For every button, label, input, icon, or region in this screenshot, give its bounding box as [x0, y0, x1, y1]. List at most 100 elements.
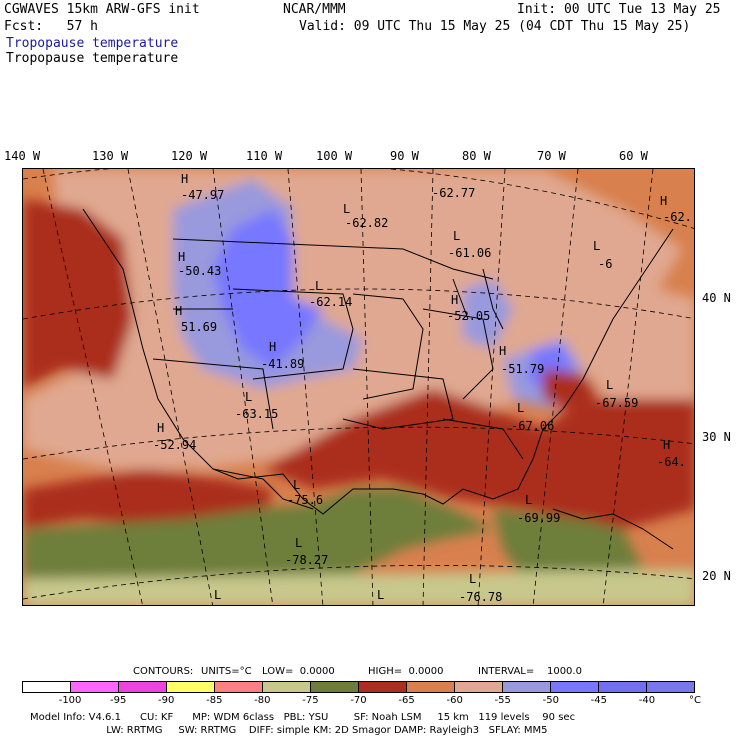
legend-tick-label: -70 — [350, 695, 367, 706]
contours-high: HIGH= 0.0000 — [368, 666, 444, 677]
center-type: L — [517, 401, 525, 415]
legend-swatch — [551, 682, 599, 692]
legend-tick-label: -75 — [302, 695, 319, 706]
legend-swatch — [503, 682, 551, 692]
legend-tick-label: -40 — [638, 695, 656, 706]
lat-label-40n: 40 N — [702, 291, 731, 305]
lon-label-70w: 70 W — [537, 149, 566, 163]
lon-label-100w: 100 W — [316, 149, 353, 163]
center-type: L — [245, 390, 253, 404]
color-scale-bar — [22, 681, 695, 693]
center-value: 51.69 — [181, 320, 218, 334]
center-value: -75.6 — [287, 493, 324, 507]
center-type: L — [295, 536, 303, 550]
center-value: -67.06 — [511, 419, 555, 433]
center-value: -6 — [598, 257, 613, 271]
center-value: -52.94 — [153, 438, 197, 452]
lon-label-140w: 140 W — [4, 149, 41, 163]
center-value: -62.14 — [309, 295, 353, 309]
center-value: -51.79 — [501, 362, 545, 376]
center-value: -62. — [663, 210, 692, 224]
lon-label-130w: 130 W — [92, 149, 129, 163]
contours-units: UNITS=°C — [201, 666, 252, 677]
legend-tick-label: -45 — [590, 695, 608, 706]
center-type: L — [293, 478, 301, 492]
contours-low: LOW= 0.0000 — [262, 666, 335, 677]
legend-swatch — [599, 682, 647, 692]
center-type: L — [593, 239, 601, 253]
legend-tick-label: -50 — [542, 695, 559, 706]
legend-tick-label: -55 — [494, 695, 511, 706]
center-value: -52.05 — [447, 309, 491, 323]
center-type: H — [499, 344, 507, 358]
center-value: -41.89 — [261, 357, 305, 371]
legend-swatch — [359, 682, 407, 692]
contours-label: CONTOURS: — [133, 666, 194, 677]
contour-field-title: Tropopause temperature — [6, 51, 179, 66]
center-type: H — [175, 304, 183, 318]
center-type: L — [315, 279, 323, 293]
legend-swatch — [119, 682, 167, 692]
legend-swatch — [71, 682, 119, 692]
model-info-line1: Model Info: V4.6.1 CU: KF MP: WDM 6class… — [30, 712, 576, 723]
center-type: H — [663, 438, 671, 452]
center-type: H — [660, 194, 668, 208]
valid-time: Valid: 09 UTC Thu 15 May 25 (04 CDT Thu … — [299, 19, 691, 34]
legend-tick-label: -85 — [206, 695, 223, 706]
center-type: L — [377, 588, 385, 602]
map-canvas — [23, 169, 694, 605]
center-type: L — [525, 493, 533, 507]
org-label: NCAR/MMM — [283, 2, 346, 17]
lon-label-80w: 80 W — [462, 149, 491, 163]
center-type: L — [214, 588, 222, 602]
center-value: -61.06 — [448, 246, 492, 260]
center-value: -67.59 — [595, 396, 639, 410]
legend-unit-label: °C — [689, 695, 701, 706]
center-type: L — [343, 202, 351, 216]
center-value: -62.82 — [345, 216, 389, 230]
graticule — [23, 169, 694, 605]
legend-swatch — [263, 682, 311, 692]
center-value: -62.77 — [432, 186, 476, 200]
legend-swatch — [167, 682, 215, 692]
contours-interval: INTERVAL= 1000.0 — [478, 666, 582, 677]
legend-swatch — [647, 682, 694, 692]
legend-swatch — [23, 682, 71, 692]
center-type: H — [451, 293, 459, 307]
lon-label-110w: 110 W — [246, 149, 283, 163]
legend-swatch — [215, 682, 263, 692]
legend-tick-label: -65 — [398, 695, 415, 706]
legend-tick-label: -100 — [58, 695, 82, 706]
political-boundaries — [82, 208, 674, 550]
legend-tick-label: -90 — [158, 695, 175, 706]
center-value: -63.15 — [235, 407, 279, 421]
lon-label-60w: 60 W — [619, 149, 648, 163]
shaded-field-title: Tropopause temperature — [6, 36, 179, 51]
lat-label-20n: 20 N — [702, 569, 731, 583]
center-value: -76.78 — [459, 590, 503, 604]
center-type: H — [157, 421, 165, 435]
legend-tick-label: -60 — [446, 695, 463, 706]
legend-swatch — [455, 682, 503, 692]
legend-tick-label: -80 — [254, 695, 271, 706]
lon-label-90w: 90 W — [390, 149, 419, 163]
shading-regions — [23, 169, 694, 605]
center-type: L — [606, 378, 614, 392]
model-title: CGWAVES 15km ARW-GFS init — [4, 2, 200, 17]
center-value: -78.27 — [285, 553, 329, 567]
center-value: -69.99 — [517, 511, 561, 525]
forecast-hour: Fcst: 57 h — [4, 19, 98, 34]
center-type: H — [181, 172, 189, 186]
init-time: Init: 00 UTC Tue 13 May 25 — [517, 2, 721, 17]
center-type: H — [269, 340, 277, 354]
color-scale-ticks: -100 -95 -90 -85 -80 -75 -70 -65 -60 -55 -50 -45 -40… — [22, 695, 712, 709]
lat-label-30n: 30 N — [702, 430, 731, 444]
center-value: -64. — [657, 455, 686, 469]
model-info-line2: LW: RRTMG SW: RRTMG DIFF: simple KM: 2D … — [30, 725, 548, 736]
center-value: -50.43 — [178, 264, 222, 278]
center-value: -47.97 — [181, 188, 225, 202]
legend-swatch — [407, 682, 455, 692]
center-type: H — [178, 250, 186, 264]
center-type: L — [469, 572, 477, 586]
center-type: L — [453, 229, 461, 243]
